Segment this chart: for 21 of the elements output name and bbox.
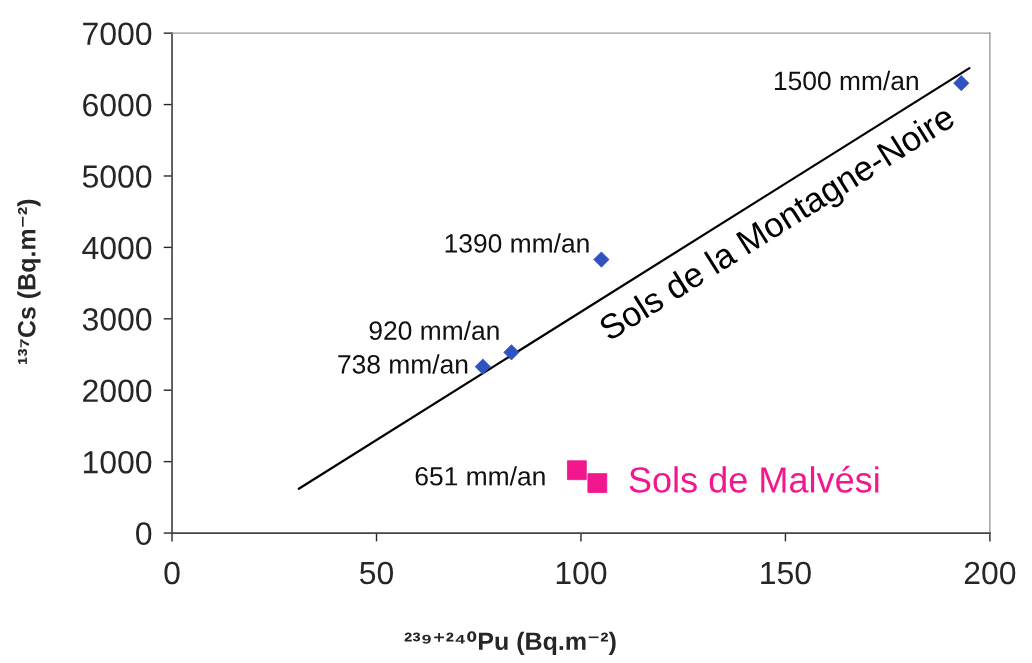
y-tick-label: 3000 [82, 308, 152, 331]
y-tick-label: 0 [136, 522, 152, 545]
y-axis-title: ¹³⁷Cs (Bq.m⁻²) [17, 199, 41, 365]
annotation: 920 mm/an [369, 320, 499, 341]
annotation: 1500 mm/an [774, 70, 918, 91]
series-label: Sols de Malvési [629, 465, 879, 493]
annotation: 1390 mm/an [445, 233, 589, 253]
annotation: 651 mm/an [415, 466, 545, 486]
x-tick-label: 50 [360, 561, 394, 585]
y-tick-label: 7000 [83, 22, 152, 46]
y-tick-label: 4000 [82, 236, 152, 260]
x-tick-label: 100 [556, 561, 607, 585]
annotation: 738 mm/an [338, 354, 468, 374]
y-tick-label: 6000 [83, 93, 152, 117]
y-tick-label: 2000 [83, 379, 152, 403]
x-axis-title: ²³⁹⁺²⁴⁰Pu (Bq.m⁻²) [404, 631, 616, 656]
y-tick-label: 1000 [83, 450, 152, 474]
y-tick-label: 5000 [82, 165, 152, 188]
x-tick-label: 200 [964, 561, 1016, 585]
x-tick-label: 150 [761, 561, 811, 585]
x-tick-label: 0 [164, 561, 180, 585]
